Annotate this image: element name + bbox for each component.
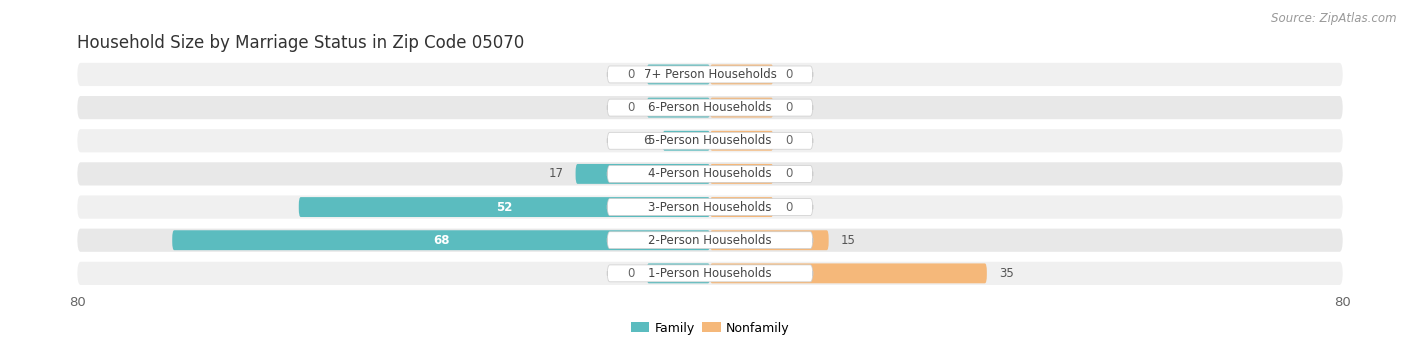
Text: 17: 17 — [548, 167, 564, 180]
Text: 0: 0 — [785, 167, 793, 180]
FancyBboxPatch shape — [647, 64, 710, 85]
FancyBboxPatch shape — [77, 262, 1343, 285]
FancyBboxPatch shape — [710, 264, 987, 283]
Text: 5-Person Households: 5-Person Households — [648, 134, 772, 147]
FancyBboxPatch shape — [607, 132, 813, 149]
Text: 0: 0 — [785, 68, 793, 81]
Text: 0: 0 — [627, 68, 636, 81]
FancyBboxPatch shape — [710, 164, 773, 184]
Text: 52: 52 — [496, 201, 513, 213]
Text: 3-Person Households: 3-Person Households — [648, 201, 772, 213]
FancyBboxPatch shape — [299, 197, 710, 217]
FancyBboxPatch shape — [647, 264, 710, 283]
Text: 4-Person Households: 4-Person Households — [648, 167, 772, 180]
Text: 0: 0 — [785, 201, 793, 213]
Text: 7+ Person Households: 7+ Person Households — [644, 68, 776, 81]
FancyBboxPatch shape — [77, 195, 1343, 219]
Text: 2-Person Households: 2-Person Households — [648, 234, 772, 247]
FancyBboxPatch shape — [575, 164, 710, 184]
Text: 6-Person Households: 6-Person Households — [648, 101, 772, 114]
Text: Source: ZipAtlas.com: Source: ZipAtlas.com — [1271, 12, 1396, 25]
FancyBboxPatch shape — [710, 230, 828, 250]
FancyBboxPatch shape — [607, 66, 813, 83]
FancyBboxPatch shape — [607, 165, 813, 182]
FancyBboxPatch shape — [607, 232, 813, 249]
FancyBboxPatch shape — [173, 230, 710, 250]
FancyBboxPatch shape — [710, 131, 773, 151]
FancyBboxPatch shape — [77, 162, 1343, 186]
FancyBboxPatch shape — [77, 63, 1343, 86]
FancyBboxPatch shape — [647, 98, 710, 118]
FancyBboxPatch shape — [607, 198, 813, 216]
Text: 15: 15 — [841, 234, 855, 247]
Text: 6: 6 — [643, 134, 651, 147]
FancyBboxPatch shape — [77, 228, 1343, 252]
FancyBboxPatch shape — [710, 98, 773, 118]
Text: 0: 0 — [785, 134, 793, 147]
Text: 0: 0 — [785, 101, 793, 114]
FancyBboxPatch shape — [662, 131, 710, 151]
FancyBboxPatch shape — [77, 129, 1343, 152]
Text: 1-Person Households: 1-Person Households — [648, 267, 772, 280]
Legend: Family, Nonfamily: Family, Nonfamily — [626, 316, 794, 340]
Text: 68: 68 — [433, 234, 450, 247]
FancyBboxPatch shape — [77, 96, 1343, 119]
Text: 35: 35 — [998, 267, 1014, 280]
FancyBboxPatch shape — [607, 265, 813, 282]
FancyBboxPatch shape — [607, 99, 813, 116]
Text: 0: 0 — [627, 101, 636, 114]
FancyBboxPatch shape — [710, 197, 773, 217]
FancyBboxPatch shape — [710, 64, 773, 85]
Text: 0: 0 — [627, 267, 636, 280]
Text: Household Size by Marriage Status in Zip Code 05070: Household Size by Marriage Status in Zip… — [77, 34, 524, 52]
